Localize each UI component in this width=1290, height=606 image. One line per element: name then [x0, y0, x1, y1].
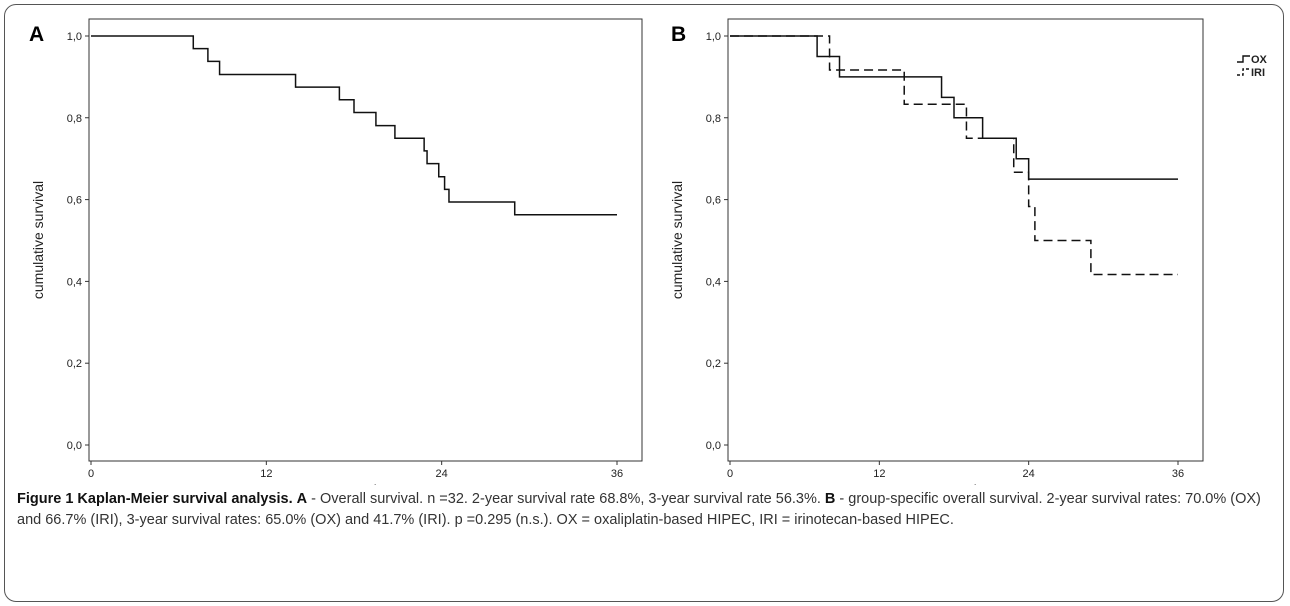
- x-axis-label: months: [343, 481, 389, 485]
- legend-label-iri: IRI: [1251, 67, 1265, 79]
- y-tick-label: 1,0: [706, 31, 721, 43]
- y-tick-label: 0,0: [706, 440, 721, 452]
- y-tick-label: 1,0: [67, 31, 82, 43]
- y-tick-label: 0,8: [706, 113, 721, 125]
- y-axis-label: cumulative survival: [669, 181, 685, 299]
- legend-swatch-ox: [1237, 55, 1250, 63]
- caption-a-letter: A: [296, 491, 308, 507]
- x-tick-label: 0: [88, 468, 94, 480]
- x-tick-label: 24: [1023, 468, 1035, 480]
- y-tick-label: 0,2: [67, 358, 82, 370]
- caption-b-letter: B: [824, 491, 836, 507]
- y-tick-label: 0,4: [706, 276, 721, 288]
- y-tick-label: 0,6: [706, 195, 721, 207]
- figure-caption: Figure 1 Kaplan-Meier survival analysis.…: [17, 489, 1267, 531]
- x-axis-label: months: [943, 481, 989, 485]
- caption-figure-label: Figure 1 Kaplan-Meier survival analysis.: [17, 491, 293, 507]
- caption-a-text: - Overall survival. n =32. 2-year surviv…: [307, 491, 825, 507]
- y-tick-label: 0,6: [67, 195, 82, 207]
- legend-swatch-iri: [1237, 68, 1250, 76]
- panel-letter: A: [29, 23, 44, 46]
- x-tick-label: 24: [436, 468, 448, 480]
- y-axis-label: cumulative survival: [30, 181, 46, 299]
- x-tick-label: 36: [611, 468, 623, 480]
- panel-letter: B: [671, 23, 686, 46]
- km-chart: A 0,0 0,2 0,4 0,6 0,8 1,0 0 12 24 36 months cumulati…: [29, 18, 1268, 485]
- panel-b: B 0,0 0,2 0,4 0,6 0,8 1,0 0 12 24 36 months cumulati…: [669, 18, 1268, 485]
- y-tick-label: 0,2: [706, 358, 721, 370]
- figure-frame: A 0,0 0,2 0,4 0,6 0,8 1,0 0 12 24 36 months cumulati…: [4, 4, 1284, 602]
- caption-b-text: - group-specific overall survival. 2-yea…: [17, 491, 1261, 528]
- series-line-iri: [730, 35, 1178, 276]
- y-tick-label: 0,8: [67, 113, 82, 125]
- x-tick-label: 36: [1172, 468, 1184, 480]
- series-line: [91, 35, 617, 216]
- y-tick-label: 0,0: [67, 440, 82, 452]
- x-tick-label: 12: [260, 468, 272, 480]
- plot-frame: [88, 18, 643, 462]
- series-line-ox: [730, 35, 1178, 180]
- plot-frame: [727, 18, 1204, 462]
- x-tick-label: 12: [873, 468, 885, 480]
- x-tick-label: 0: [727, 468, 733, 480]
- panel-a: A 0,0 0,2 0,4 0,6 0,8 1,0 0 12 24 36 months cumulati…: [29, 18, 643, 485]
- legend-label-ox: OX: [1251, 54, 1268, 66]
- y-tick-label: 0,4: [67, 276, 82, 288]
